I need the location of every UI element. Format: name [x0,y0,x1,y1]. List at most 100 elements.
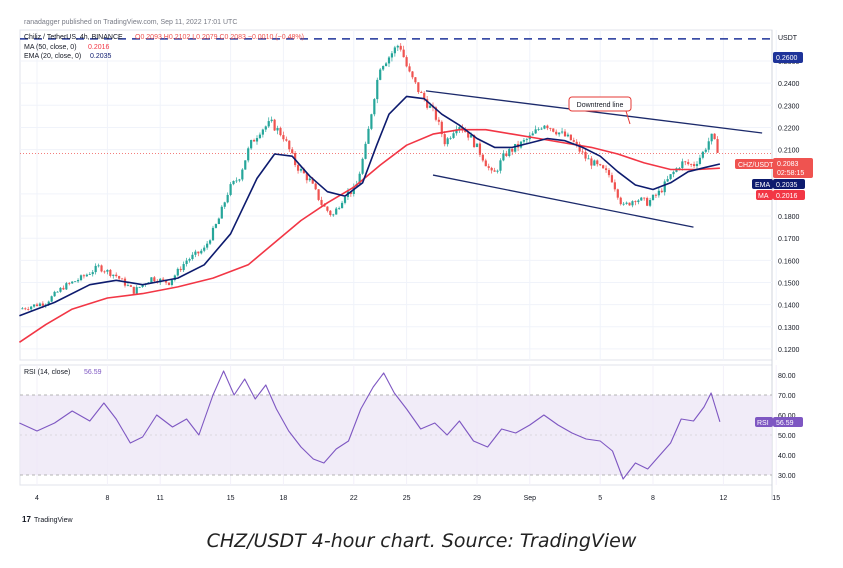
candle-body [100,265,103,272]
candle-body [41,303,44,306]
candle-body [382,66,385,70]
candle-body [587,158,590,160]
candle-body [314,183,317,190]
candle-body [132,286,135,294]
candle-body [637,200,640,203]
time-tick-label: 8 [105,495,109,502]
tradingview-logo: 17 TradingView [22,515,73,524]
candle-body [118,276,121,279]
candle-body [323,204,326,207]
candle-body [572,140,575,142]
candle-body [678,168,681,169]
candle-body [443,134,446,145]
candle-body [270,119,273,122]
candle-body [499,160,502,171]
rsi-tick-label: 40.00 [778,453,796,460]
candle-body [252,140,256,142]
annotation-pointer [625,110,631,125]
candle-body [38,303,42,307]
candle-body [428,105,432,108]
candle-body [62,287,65,290]
candle-body [299,168,303,171]
candle-body [296,165,300,171]
candle-body [575,141,578,145]
candle-body [622,203,625,205]
candle-body [258,134,262,139]
candle-body [405,57,408,67]
candle-body [273,119,276,131]
candle-body [525,139,528,141]
rsi-tick-label: 50.00 [778,433,796,440]
price-badge: CHZ/USDT 0.2083 02:58:15 [735,158,813,178]
candle-body [399,45,402,50]
candle-body [472,135,476,148]
candle-body [379,69,382,80]
ema-legend-value: 0.2035 [90,53,112,60]
candle-body [97,265,100,267]
candle-body [420,92,423,93]
tradingview-logo-icon: 17 [22,515,31,524]
candle-body [654,194,658,196]
candle-body [232,180,235,185]
candle-body [367,128,370,144]
candle-body [716,139,719,153]
svg-text:RSI: RSI [757,420,769,427]
candle-body [628,202,631,206]
candle-body [464,130,467,133]
price-tick-label: 0.1600 [778,258,800,265]
candle-body [613,182,616,190]
candle-body [402,49,405,58]
published-line: ranadagger published on TradingView.com,… [24,19,237,26]
candle-body [646,197,649,206]
candle-body [596,160,599,165]
candle-body [276,128,279,131]
svg-text:CHZ/USDT: CHZ/USDT [738,162,774,169]
candle-body [185,260,188,265]
candle-body [320,199,323,205]
candle-body [687,162,690,165]
candle-body [640,197,643,201]
candle-body [21,308,24,310]
candle-body [537,128,540,130]
ma-legend-value: 0.2016 [88,44,110,51]
ema-legend-label: EMA (20, close, 0) [24,53,81,60]
candle-body [387,57,391,64]
candle-body [329,210,332,215]
candle-body [531,133,534,136]
price-tick-label: 0.1400 [778,303,800,310]
candle-body [167,282,171,285]
candle-body [590,158,593,166]
candle-body [467,132,470,138]
candle-body [112,274,115,276]
price-tick-label: 0.2300 [778,103,800,110]
chart-caption: CHZ/USDT 4-hour chart. Source: TradingVi… [206,530,637,552]
candle-body [235,180,238,182]
candle-body [390,53,394,58]
candle-body [285,139,288,141]
candle-body [376,79,379,100]
candle-body [214,224,218,228]
candle-body [279,128,282,136]
candle-body [475,143,479,148]
candle-body [695,163,699,167]
candle-body [338,208,341,209]
price-tick-label: 0.1500 [778,280,800,287]
candle-body [522,140,526,142]
candle-body [305,173,308,181]
candle-body [660,190,663,193]
rsi-badge: RSI 56.59 [755,417,803,427]
candle-body [672,171,675,175]
candle-body [208,240,212,244]
rsi-tick-label: 30.00 [778,473,796,480]
candle-body [663,181,666,193]
candle-body [384,63,388,67]
price-tick-label: 0.1200 [778,347,800,354]
candle-body [47,301,50,305]
price-tick-label: 0.1700 [778,236,800,243]
candle-body [74,281,77,283]
candle-body [94,265,97,273]
candle-body [669,174,672,180]
candle-body [692,164,696,167]
candle-body [484,160,487,167]
candle-body [308,178,311,181]
